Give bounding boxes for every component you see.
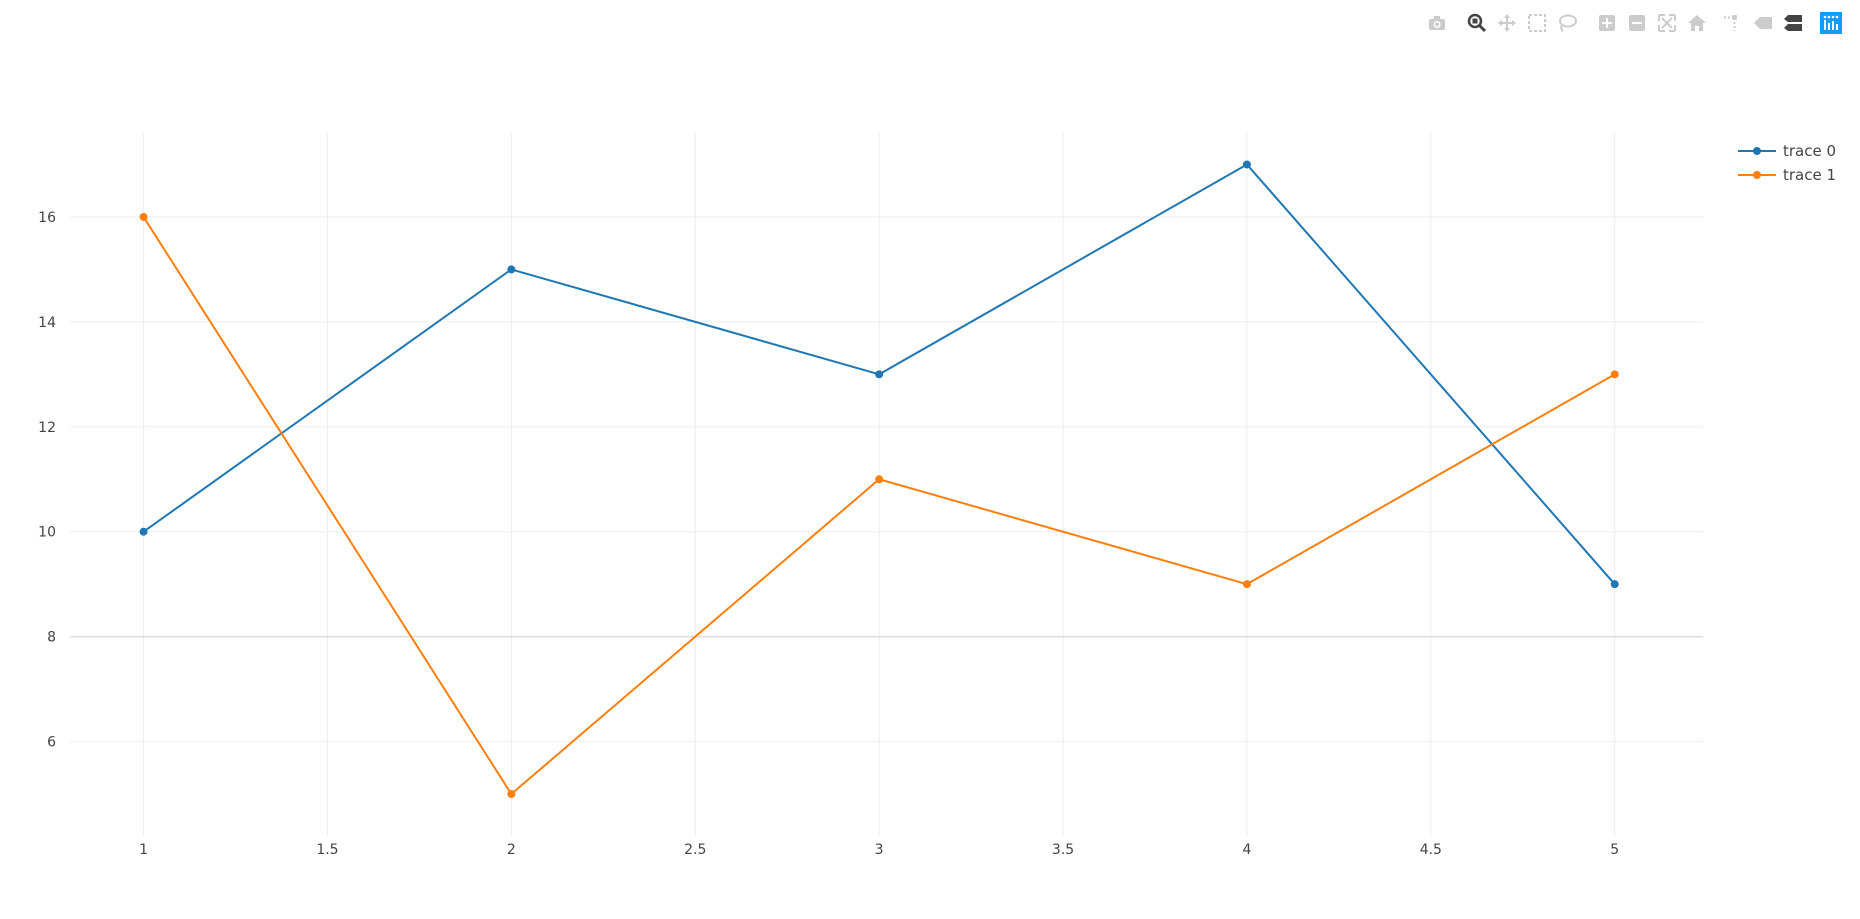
legend-item[interactable]: trace 1 — [1738, 166, 1836, 184]
x-tick-label: 2 — [507, 842, 516, 858]
zoom-icon[interactable] — [1466, 12, 1488, 34]
x-tick-label: 2.5 — [684, 842, 706, 858]
hover-compare-icon[interactable] — [1782, 12, 1804, 34]
data-point[interactable] — [507, 790, 516, 799]
x-tick-label: 5 — [1610, 842, 1619, 858]
x-tick-label: 4 — [1242, 842, 1251, 858]
legend-label: trace 1 — [1783, 166, 1836, 184]
y-tick-label: 14 — [38, 315, 56, 331]
hover-closest-icon[interactable] — [1752, 12, 1774, 34]
series-layer — [139, 160, 1619, 799]
y-tick-label: 6 — [47, 735, 56, 751]
data-point[interactable] — [139, 527, 148, 536]
y-tick-label: 10 — [38, 525, 56, 541]
data-point[interactable] — [1242, 160, 1251, 169]
autoscale-icon[interactable] — [1656, 12, 1678, 34]
lasso-select-icon[interactable] — [1556, 12, 1578, 34]
legend-marker — [1753, 171, 1761, 179]
data-point[interactable] — [1242, 580, 1251, 589]
legend-label: trace 0 — [1783, 142, 1836, 160]
spike-lines-icon[interactable] — [1722, 12, 1744, 34]
data-point[interactable] — [139, 212, 148, 221]
zoom-out-icon[interactable] — [1626, 12, 1648, 34]
x-tick-label: 3.5 — [1052, 842, 1074, 858]
data-point[interactable] — [875, 475, 884, 484]
data-point[interactable] — [875, 370, 884, 379]
axis-tick-labels: 1 1.5 2 2.5 3 3.5 4 4.5 5 6 8 10 12 14 16 — [38, 210, 1619, 858]
home-icon[interactable] — [1686, 12, 1708, 34]
modebar — [1426, 12, 1856, 34]
grid-lines — [70, 133, 1703, 836]
data-point[interactable] — [1610, 580, 1619, 589]
y-tick-label: 12 — [38, 420, 56, 436]
y-tick-label: 8 — [47, 630, 56, 646]
camera-icon[interactable] — [1426, 12, 1448, 34]
plotly-logo-icon[interactable] — [1820, 12, 1842, 34]
legend[interactable]: trace 0 trace 1 — [1738, 142, 1836, 184]
box-select-icon[interactable] — [1526, 12, 1548, 34]
data-point[interactable] — [1610, 370, 1619, 379]
x-tick-label: 1.5 — [316, 842, 338, 858]
x-tick-label: 1 — [139, 842, 148, 858]
legend-marker — [1753, 147, 1761, 155]
legend-item[interactable]: trace 0 — [1738, 142, 1836, 160]
pan-icon[interactable] — [1496, 12, 1518, 34]
x-tick-label: 4.5 — [1420, 842, 1442, 858]
y-tick-label: 16 — [38, 210, 56, 226]
zoom-in-icon[interactable] — [1596, 12, 1618, 34]
x-tick-label: 3 — [875, 842, 884, 858]
data-point[interactable] — [507, 265, 516, 274]
